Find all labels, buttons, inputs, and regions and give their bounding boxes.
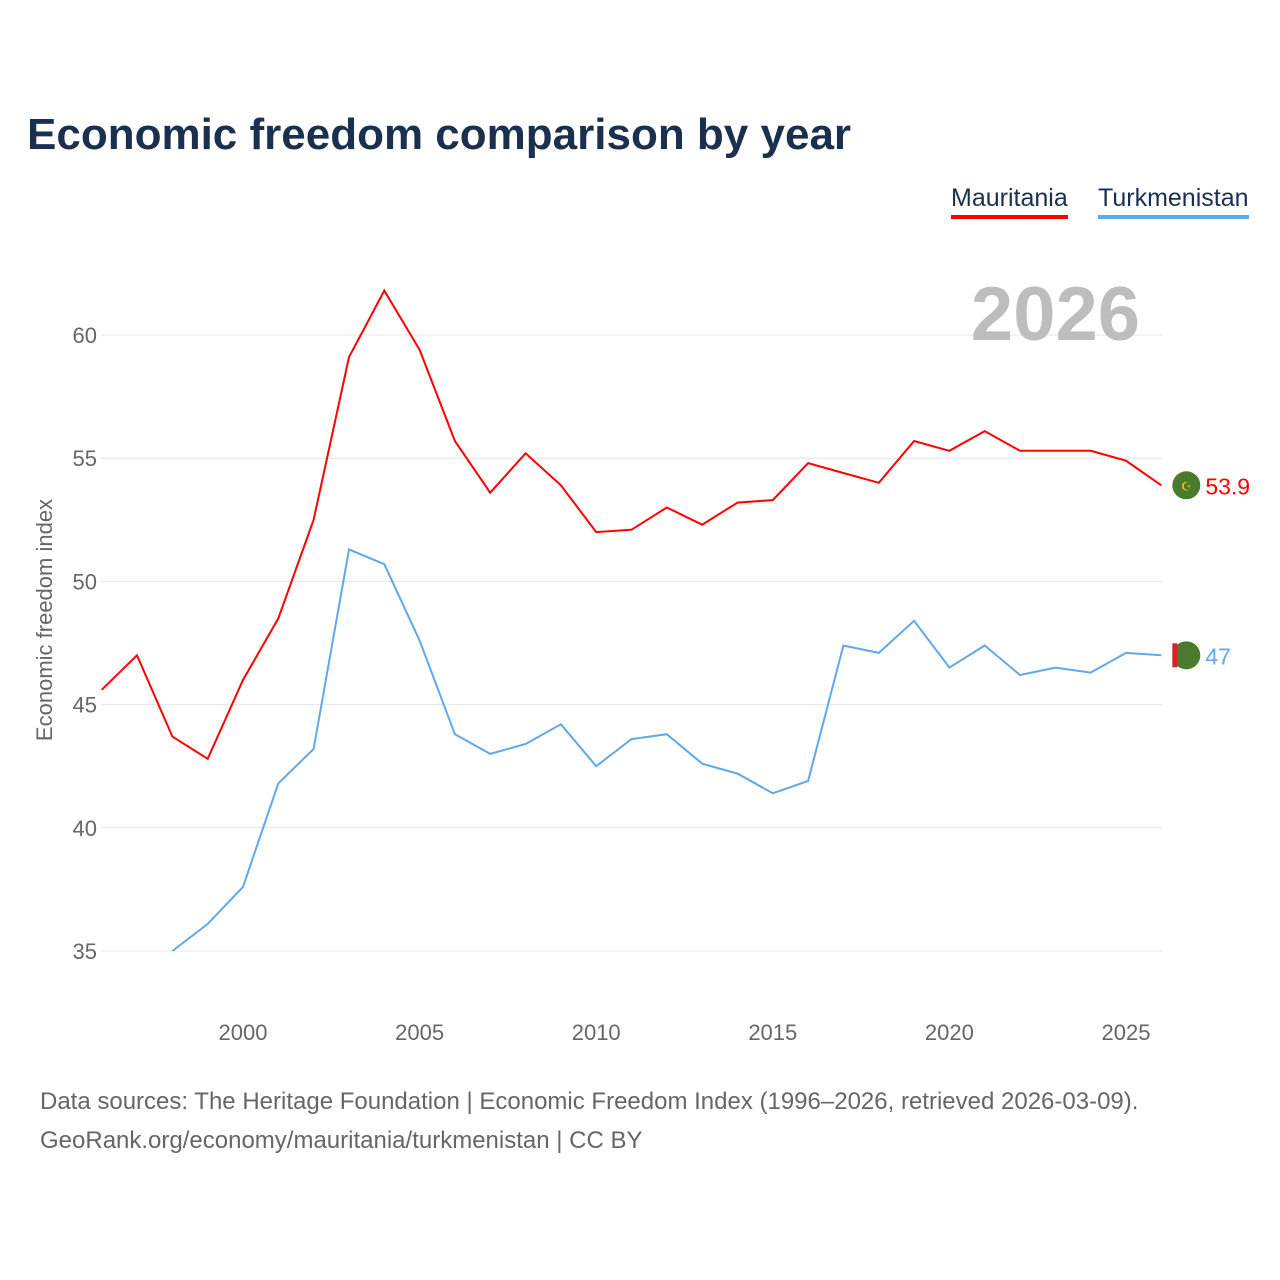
y-tick-label: 60	[73, 323, 97, 348]
y-tick-label: 45	[73, 693, 97, 718]
source-text: Data sources: The Heritage Foundation | …	[40, 1088, 1139, 1115]
flag-icon-turkmenistan	[1172, 641, 1201, 670]
end-value-label: 53.9	[1205, 473, 1250, 499]
end-value-label: 47	[1205, 643, 1231, 669]
x-tick-label: 2005	[395, 1020, 444, 1045]
x-tick-label: 2010	[572, 1020, 621, 1045]
flag-icon-mauritania	[1172, 471, 1201, 500]
y-tick-label: 50	[73, 569, 97, 594]
series-line-mauritania	[101, 288, 1162, 761]
y-tick-label: 55	[73, 446, 97, 471]
x-tick-label: 2025	[1102, 1020, 1151, 1045]
legend-mauritania[interactable]: Mauritania	[951, 184, 1068, 219]
y-tick-label: 35	[73, 939, 97, 964]
chart-title: Economic freedom comparison by year	[27, 110, 852, 159]
x-tick-label: 2015	[748, 1020, 797, 1045]
flag-stripe	[1172, 643, 1178, 668]
x-tick-label: 2000	[219, 1020, 268, 1045]
series-line-turkmenistan	[171, 547, 1162, 952]
y-tick-label: 40	[73, 816, 97, 841]
crescent-icon: ☪	[1181, 479, 1192, 493]
year-label: 2026	[971, 272, 1140, 357]
y-axis-label: Economic freedom index	[32, 499, 57, 741]
legend-turkmenistan[interactable]: Turkmenistan	[1098, 184, 1249, 219]
x-tick-label: 2020	[925, 1020, 974, 1045]
source-url[interactable]: GeoRank.org/economy/mauritania/turkmenis…	[40, 1127, 643, 1154]
